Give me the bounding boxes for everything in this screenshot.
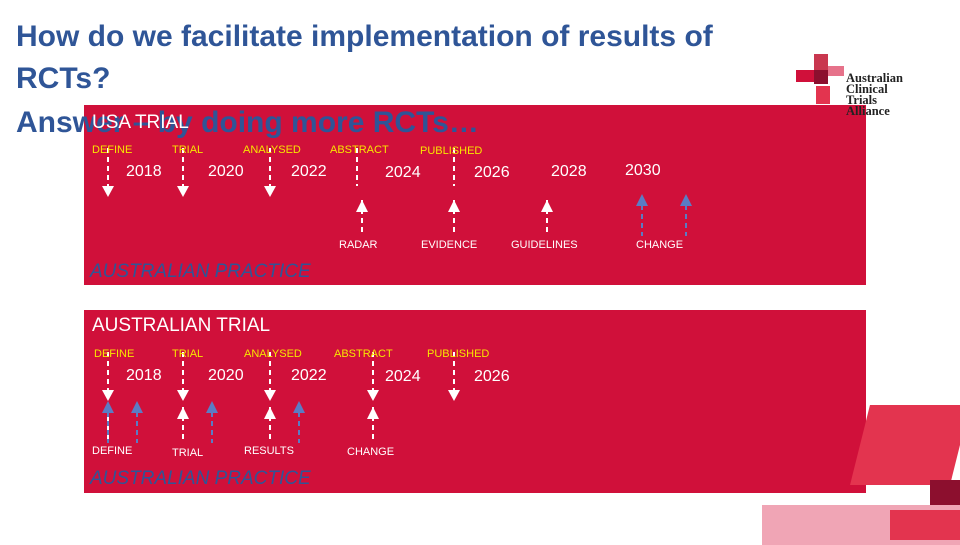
usa-footer: AUSTRALIAN PRACTICE — [90, 261, 311, 282]
logo-line: Clinical — [846, 82, 888, 96]
year-label: 2024 — [385, 368, 421, 385]
page-title-line2: RCTs? — [16, 62, 111, 95]
stage-label: PUBLISHED — [427, 348, 490, 360]
stage-label: TRIAL — [172, 348, 204, 360]
bottom-label: CHANGE — [636, 239, 684, 251]
bottom-label: GUIDELINES — [511, 239, 578, 251]
bottom-label: RESULTS — [244, 445, 294, 457]
stage-label: DEFINE — [92, 144, 133, 156]
year-label: 2030 — [625, 162, 661, 179]
logo-line: Australian — [846, 71, 903, 85]
stage-label: TRIAL — [172, 144, 204, 156]
year-label: 2018 — [126, 163, 162, 180]
stage-label: DEFINE — [94, 348, 135, 360]
year-label: 2026 — [474, 368, 510, 385]
year-label: 2028 — [551, 163, 587, 180]
stage-label: PUBLISHED — [420, 145, 483, 157]
australian-trial-panel — [84, 310, 866, 493]
logo-cross-icon — [796, 54, 844, 104]
stage-label: ANALYSED — [243, 144, 301, 156]
usa-trial-panel — [84, 105, 866, 285]
bottom-label: EVIDENCE — [421, 239, 478, 251]
bottom-label: RADAR — [339, 239, 378, 251]
year-label: 2022 — [291, 367, 327, 384]
year-label: 2020 — [208, 163, 244, 180]
page-title-line1: How do we facilitate implementation of r… — [16, 20, 713, 53]
australian-footer: AUSTRALIAN PRACTICE — [90, 468, 311, 489]
year-label: 2022 — [291, 163, 327, 180]
year-label: 2026 — [474, 164, 510, 181]
year-label: 2018 — [126, 367, 162, 384]
stage-label: ABSTRACT — [330, 144, 389, 156]
logo-line: Trials — [846, 93, 878, 107]
logo-line: Alliance — [846, 104, 890, 118]
australian-trial-heading: AUSTRALIAN TRIAL — [92, 315, 271, 336]
bottom-label: TRIAL — [172, 447, 204, 459]
year-label: 2020 — [208, 367, 244, 384]
bottom-label: DEFINE — [92, 445, 133, 457]
usa-trial-heading: USA TRIAL — [92, 112, 189, 133]
stage-label: ANALYSED — [244, 348, 302, 360]
stage-label: ABSTRACT — [334, 348, 393, 360]
decorative-shape — [890, 510, 960, 540]
page-title-line3: Answer – by doing more RCTs… — [16, 106, 479, 139]
logo-text: Australian Clinical Trials Alliance — [846, 71, 903, 118]
year-label: 2024 — [385, 164, 421, 181]
bottom-label: CHANGE — [347, 446, 395, 458]
